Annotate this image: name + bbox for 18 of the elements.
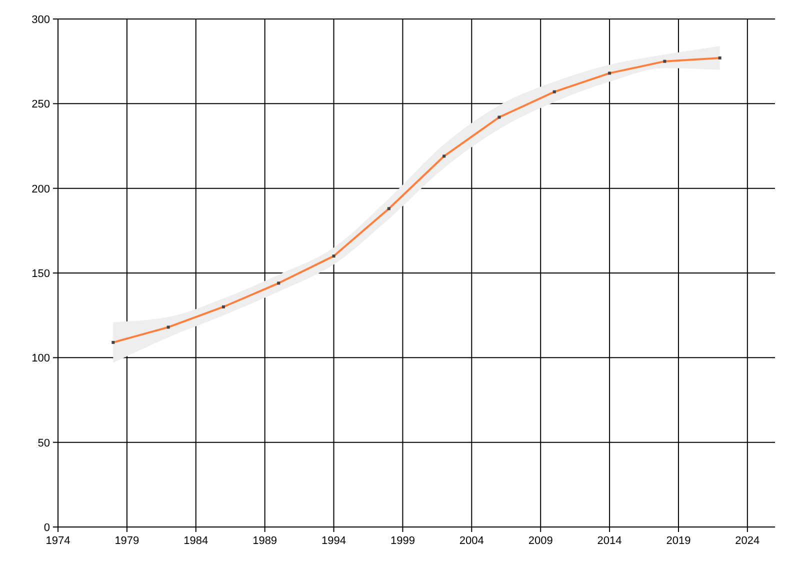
x-tick-label: 1989 [252,535,278,547]
x-tick-label: 2024 [735,535,760,547]
y-tick-label: 100 [32,352,50,365]
x-tick-label: 1979 [114,535,140,547]
y-tick-label: 0 [44,522,50,534]
x-tick-label: 2009 [528,535,553,547]
y-tick-label: 200 [32,183,50,196]
y-tick-label: 300 [32,14,50,26]
x-tick-label: 1974 [46,535,70,547]
x-tick-label: 1999 [390,535,415,547]
x-tick-label: 2019 [666,535,691,547]
x-tick-label: 2004 [459,535,484,547]
x-tick-label: 1994 [322,535,346,547]
y-tick-label: 250 [32,98,50,111]
x-tick-label: 2014 [597,535,622,547]
y-tick-label: 50 [38,437,50,450]
x-tick-label: 1984 [184,535,208,547]
y-tick-label: 150 [32,268,50,280]
